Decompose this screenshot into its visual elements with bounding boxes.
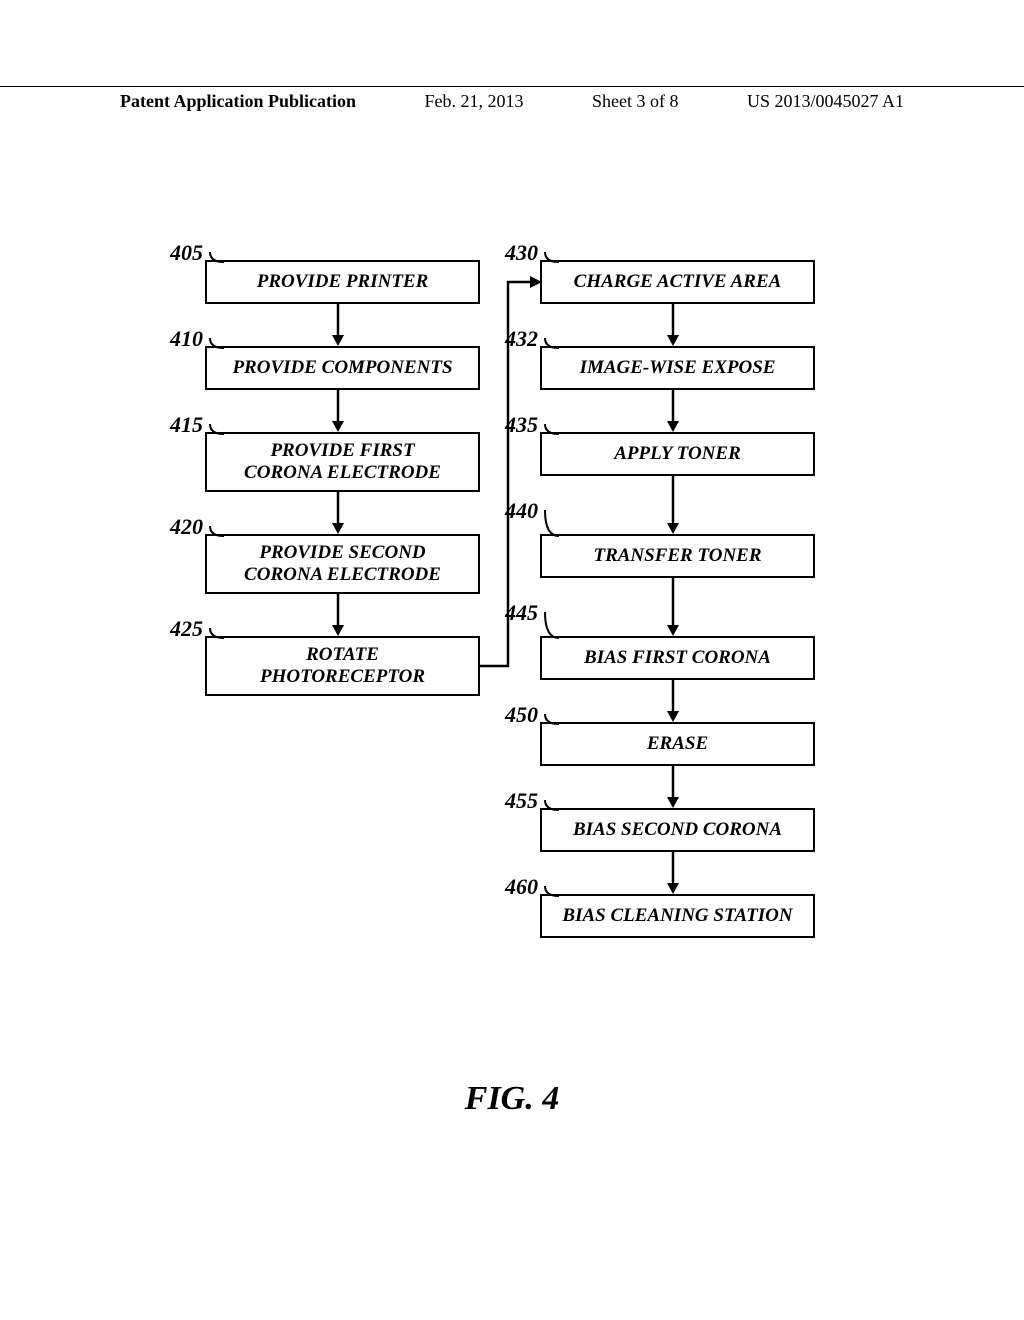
arrow-down-icon xyxy=(328,390,348,432)
ref-label-420: 420 xyxy=(170,514,203,540)
arrow-down-icon xyxy=(328,594,348,636)
arrow-down-icon xyxy=(663,304,683,346)
ref-leader-icon xyxy=(208,626,226,640)
flowchart-box-445: BIAS FIRST CORONA xyxy=(540,636,815,680)
flowchart-box-425: ROTATEPHOTORECEPTOR xyxy=(205,636,480,696)
cross-link-arrow-icon xyxy=(478,270,558,678)
flowchart-box-440: TRANSFER TONER xyxy=(540,534,815,578)
flowchart-box-460: BIAS CLEANING STATION xyxy=(540,894,815,938)
ref-leader-icon xyxy=(543,250,561,264)
flowchart-box-435: APPLY TONER xyxy=(540,432,815,476)
arrow-down-icon xyxy=(663,852,683,894)
flowchart-box-420: PROVIDE SECONDCORONA ELECTRODE xyxy=(205,534,480,594)
flowchart-box-410: PROVIDE COMPONENTS xyxy=(205,346,480,390)
arrow-down-icon xyxy=(663,766,683,808)
arrow-down-icon xyxy=(663,390,683,432)
pub-date: Feb. 21, 2013 xyxy=(425,91,524,112)
header-row: Patent Application Publication Feb. 21, … xyxy=(0,91,1024,112)
flowchart-box-432: IMAGE-WISE EXPOSE xyxy=(540,346,815,390)
ref-leader-icon xyxy=(208,422,226,436)
arrow-down-icon xyxy=(663,578,683,636)
figure-label: FIG. 4 xyxy=(0,1080,1024,1118)
pub-number: US 2013/0045027 A1 xyxy=(747,91,904,112)
ref-leader-icon xyxy=(208,336,226,350)
ref-label-425: 425 xyxy=(170,616,203,642)
arrow-down-icon xyxy=(328,492,348,534)
ref-leader-icon xyxy=(543,712,561,726)
arrow-down-icon xyxy=(328,304,348,346)
ref-label-450: 450 xyxy=(505,702,538,728)
ref-label-460: 460 xyxy=(505,874,538,900)
page-header: Patent Application Publication Feb. 21, … xyxy=(0,86,1024,112)
flowchart-diagram: PROVIDE PRINTER405 PROVIDE COMPONENTS410 P… xyxy=(0,240,1024,1140)
ref-label-455: 455 xyxy=(505,788,538,814)
flowchart-box-450: ERASE xyxy=(540,722,815,766)
ref-leader-icon xyxy=(543,884,561,898)
ref-label-415: 415 xyxy=(170,412,203,438)
arrow-down-icon xyxy=(663,476,683,534)
arrow-down-icon xyxy=(663,680,683,722)
flowchart-box-455: BIAS SECOND CORONA xyxy=(540,808,815,852)
pub-label: Patent Application Publication xyxy=(120,91,356,112)
ref-label-405: 405 xyxy=(170,240,203,266)
ref-leader-icon xyxy=(543,798,561,812)
flowchart-box-415: PROVIDE FIRSTCORONA ELECTRODE xyxy=(205,432,480,492)
ref-leader-icon xyxy=(208,524,226,538)
ref-label-410: 410 xyxy=(170,326,203,352)
ref-label-430: 430 xyxy=(505,240,538,266)
ref-leader-icon xyxy=(208,250,226,264)
flowchart-box-430: CHARGE ACTIVE AREA xyxy=(540,260,815,304)
sheet-info: Sheet 3 of 8 xyxy=(592,91,678,112)
flowchart-box-405: PROVIDE PRINTER xyxy=(205,260,480,304)
